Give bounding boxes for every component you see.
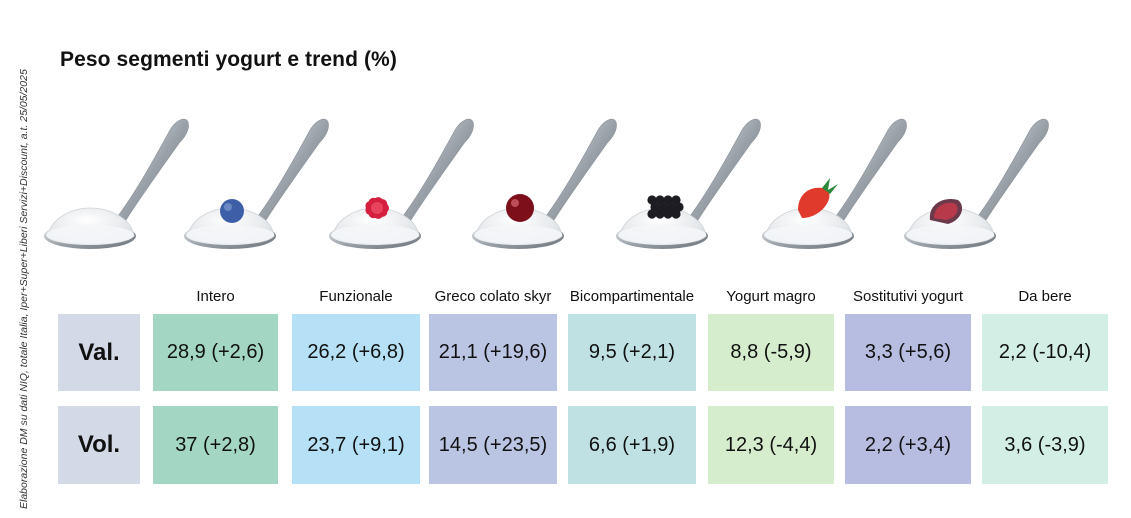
column-header: Sostitutivi yogurt xyxy=(852,288,964,305)
table-cell: 3,3 (+5,6) xyxy=(845,314,971,391)
raspberry-icon xyxy=(365,197,389,219)
column-header: Greco colato skyr xyxy=(434,288,552,305)
column-header: Yogurt magro xyxy=(726,288,816,305)
chart-title: Peso segmenti yogurt e trend (%) xyxy=(60,48,397,71)
table-cell: 8,8 (-5,9) xyxy=(708,314,834,391)
table-cell: 26,2 (+6,8) xyxy=(292,314,420,391)
table-cell: 12,3 (-4,4) xyxy=(708,406,834,484)
column-header: Funzionale xyxy=(319,288,393,305)
row-label: Val. xyxy=(58,314,140,391)
table-cell: 2,2 (+3,4) xyxy=(845,406,971,484)
strawberry-icon xyxy=(798,178,838,218)
spoon-icon xyxy=(180,108,330,268)
spoon-row xyxy=(40,108,1120,268)
table-cell: 2,2 (-10,4) xyxy=(982,314,1108,391)
spoon-icon xyxy=(40,108,190,268)
source-note: Elaborazione DM su dati NIQ, totale Ital… xyxy=(18,69,30,509)
blackberry-icon xyxy=(647,195,684,219)
spoon-icon xyxy=(612,108,762,268)
column-header: Bicompartimentale xyxy=(569,288,695,305)
table-cell: 37 (+2,8) xyxy=(153,406,278,484)
table-cell: 6,6 (+1,9) xyxy=(568,406,696,484)
fig-icon xyxy=(929,198,963,224)
row-label: Vol. xyxy=(58,406,140,484)
table-cell: 21,1 (+19,6) xyxy=(429,314,557,391)
blueberry-icon xyxy=(220,199,244,223)
table-cell: 14,5 (+23,5) xyxy=(429,406,557,484)
column-header: Intero xyxy=(196,288,235,305)
spoon-icon xyxy=(325,108,475,268)
spoon-icon xyxy=(468,108,618,268)
table-cell: 28,9 (+2,6) xyxy=(153,314,278,391)
table-cell: 3,6 (-3,9) xyxy=(982,406,1108,484)
spoon-icon xyxy=(758,108,908,268)
spoon-icon xyxy=(900,108,1050,268)
column-header: Da bere xyxy=(1018,288,1072,305)
table-cell: 23,7 (+9,1) xyxy=(292,406,420,484)
cherry-icon xyxy=(506,194,534,222)
table-cell: 9,5 (+2,1) xyxy=(568,314,696,391)
